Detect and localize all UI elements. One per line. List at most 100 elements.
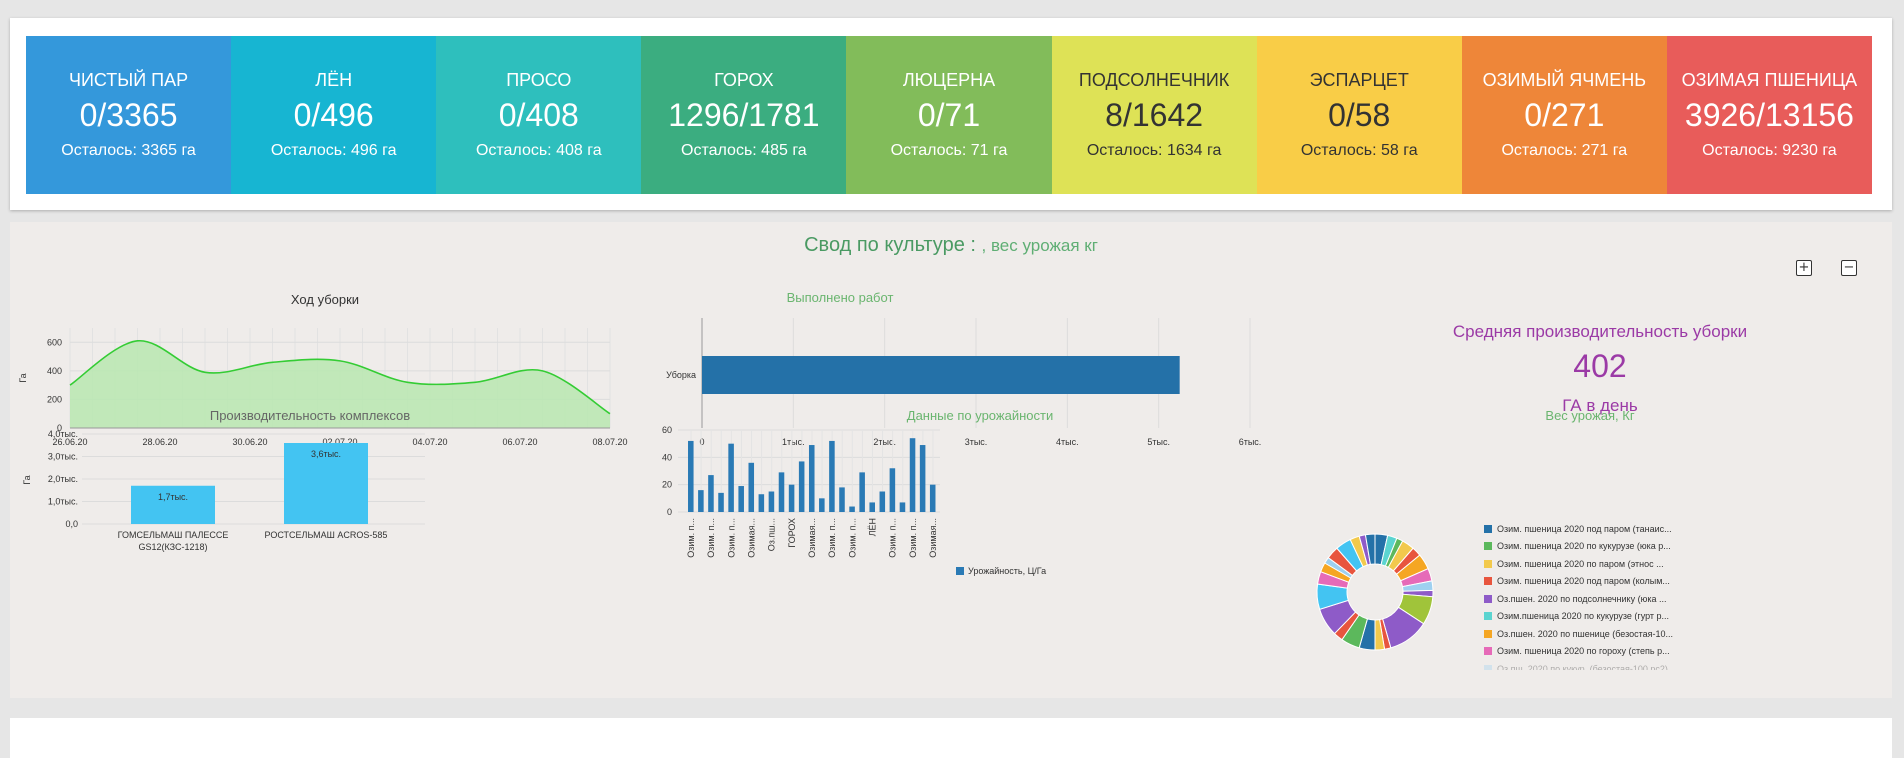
- crop-tile-count: 0/58: [1328, 97, 1391, 133]
- yield-bar: [718, 492, 724, 512]
- crop-tile-name: ЧИСТЫЙ ПАР: [68, 70, 189, 90]
- y-tick-label: 3,0тыс.: [48, 452, 78, 462]
- legend-item[interactable]: Озим. пшеница 2020 под паром (колым...: [1484, 573, 1704, 591]
- yield-bar: [929, 484, 936, 512]
- legend-swatch: [1484, 629, 1492, 638]
- crop-tile[interactable]: ЛЁН 0/496 Осталось: 496 га: [231, 36, 437, 194]
- x-tick-label: Озим. п...: [686, 518, 696, 558]
- x-tick-label: ГОРОХ: [787, 518, 797, 548]
- crop-tile[interactable]: ГОРОХ 1296/1781 Осталось: 485 га: [641, 36, 847, 194]
- legend-label: Озим. пшеница 2020 по гороху (степь р...: [1497, 646, 1670, 657]
- crop-tile-count: 1296/1781: [668, 97, 820, 133]
- crop-tile[interactable]: ОЗИМАЯ ПШЕНИЦА 3926/13156 Осталось: 9230 г…: [1666, 36, 1872, 194]
- y-axis-label: Га: [18, 373, 28, 382]
- yield-bar: [889, 468, 896, 512]
- yield-bar: [798, 461, 805, 512]
- crop-tile[interactable]: ПОДСОЛНЕЧНИК 8/1642 Осталось: 1634 га: [1051, 36, 1257, 194]
- legend-label: Озим. пшеница 2020 под паром (колым...: [1497, 576, 1670, 587]
- crop-tile-rest: Осталось: 496 га: [270, 142, 397, 159]
- y-tick-label: 1,0тыс.: [48, 497, 78, 507]
- summary-title: Свод по культуре : , вес урожая кг: [10, 234, 1892, 257]
- legend-item[interactable]: Озим. пшеница 2020 по гороху (степь р...: [1484, 643, 1704, 661]
- crop-tile[interactable]: ПРОСО 0/408 Осталось: 408 га: [436, 36, 642, 194]
- y-axis-label: Га: [22, 475, 32, 484]
- average-unit: ГА в день: [1562, 396, 1638, 415]
- collapse-button[interactable]: −: [1841, 260, 1857, 276]
- x-tick-label: 08.07.20: [592, 437, 627, 447]
- crop-tile-count: 0/496: [293, 97, 374, 133]
- x-tick-label: Озим. п...: [908, 518, 918, 558]
- work-chart-title: Выполнено работ: [786, 290, 894, 305]
- crop-tile-rest: Осталось: 9230 га: [1702, 142, 1837, 159]
- y-tick-label: 40: [662, 452, 672, 462]
- yield-bar: [879, 491, 886, 512]
- y-tick-label: 60: [662, 425, 672, 435]
- bar-data-label: 3,6тыс.: [311, 449, 341, 459]
- legend-item[interactable]: Озим. пшеница 2020 по паром (этнос ...: [1484, 555, 1704, 573]
- legend-label: Оз.пшен. 2020 по подсолнечнику (юка ...: [1497, 593, 1667, 604]
- y-tick-label: 0,0: [65, 519, 78, 529]
- x-tick-label: Оз.пш...: [767, 518, 777, 551]
- summary-panel: Свод по культуре : , вес урожая кг + − Х…: [10, 222, 1892, 698]
- legend-swatch: [1484, 612, 1492, 621]
- progress-chart-title: Ход уборки: [290, 292, 360, 307]
- yield-bar: [839, 487, 845, 512]
- crop-tile-rest: Осталось: 485 га: [681, 142, 807, 159]
- x-tick-label: Озимая...: [807, 518, 817, 558]
- bottom-panel: [10, 718, 1892, 758]
- crop-tile[interactable]: ЧИСТЫЙ ПАР 0/3365 Осталось: 3365 га: [26, 36, 232, 194]
- x-tick-label: 06.07.20: [502, 437, 537, 447]
- crop-tile-rest: Осталось: 271 га: [1501, 142, 1628, 159]
- legend-label: Оз.пшен. 2020 по пшенице (безостая-10...: [1497, 628, 1674, 639]
- crop-tile[interactable]: ЭСПАРЦЕТ 0/58 Осталось: 58 га: [1256, 36, 1462, 194]
- summary-title-text: Свод по культуре :: [804, 234, 976, 256]
- bar-uborka: [702, 356, 1180, 394]
- yield-bar: [909, 438, 916, 512]
- legend-item[interactable]: Озим. пшеница 2020 под паром (танаис...: [1484, 520, 1704, 538]
- crop-tile-name: ЛЮЦЕРНА: [902, 70, 996, 90]
- x-tick-label: Озим. п...: [827, 518, 837, 558]
- crop-tile-name: ОЗИМЫЙ ЯЧМЕНЬ: [1482, 70, 1647, 90]
- legend-label: Озим. пшеница 2020 по кукурузе (юка р...: [1497, 541, 1671, 552]
- crop-tile[interactable]: ОЗИМЫЙ ЯЧМЕНЬ 0/271 Осталось: 271 га: [1461, 36, 1667, 194]
- crop-summary-panel: ЧИСТЫЙ ПАР 0/3365 Осталось: 3365 га ЛЁН 0/49…: [10, 18, 1892, 210]
- legend-swatch: [1484, 664, 1492, 670]
- yield-bar: [738, 486, 744, 512]
- y-tick-label: 0: [667, 507, 672, 517]
- x-tick-label: 0: [699, 437, 704, 447]
- y-tick-label: 0: [57, 423, 62, 433]
- x-tick-label: 5тыс.: [1147, 437, 1170, 447]
- yield-bar: [748, 462, 755, 512]
- weight-chart-title: Вес урожая, Кг: [1545, 408, 1635, 423]
- progress-area: [70, 340, 610, 428]
- crop-tile-count: 3926/13156: [1684, 97, 1854, 133]
- crop-tile-name: ПРОСО: [506, 70, 572, 90]
- legend-label: Озим. пшеница 2020 под паром (танаис...: [1497, 523, 1672, 534]
- x-tick-label: РОСТСЕЛЬМАШ ACROS-585: [265, 530, 388, 540]
- legend-item[interactable]: Оз.пшен. 2020 по пшенице (безостая-10...: [1484, 625, 1704, 643]
- x-tick-label: Озим. п...: [706, 518, 716, 558]
- expand-button[interactable]: +: [1796, 260, 1812, 276]
- crop-tile[interactable]: ЛЮЦЕРНА 0/71 Осталось: 71 га: [846, 36, 1052, 194]
- legend-swatch: [1484, 577, 1492, 586]
- weight-pie-chart: [1316, 533, 1434, 651]
- yield-bar: [819, 498, 825, 512]
- complex-bar: [131, 485, 215, 524]
- x-tick-label: ГОМСЕЛЬМАШ ПАЛЕССЕ GS12(КЗС-1218): [118, 530, 229, 552]
- legend-item[interactable]: Озим.пшеница 2020 по кукурузе (гурт р...: [1484, 608, 1704, 626]
- x-tick-label: 02.07.20: [322, 437, 357, 447]
- x-tick-label: 30.06.20: [232, 437, 267, 447]
- weight-pie-legend: Озим. пшеница 2020 под паром (танаис... О…: [1484, 520, 1704, 670]
- x-tick-label: 6тыс.: [1239, 437, 1262, 447]
- yield-legend-swatch: [956, 567, 964, 575]
- yield-legend-label: Урожайность, Ц/Га: [968, 566, 1047, 576]
- legend-item[interactable]: Озим. пшеница 2020 по кукурузе (юка р...: [1484, 538, 1704, 556]
- legend-item[interactable]: Оз.пш. 2020 по кукур. (безостая-100 рс2): [1484, 660, 1704, 670]
- legend-item[interactable]: Оз.пшен. 2020 по подсолнечнику (юка ...: [1484, 590, 1704, 608]
- yield-bar: [778, 472, 785, 512]
- complex-chart-title: Производительность комплексов: [209, 408, 411, 423]
- crop-tile-count: 0/408: [498, 97, 579, 133]
- crop-tile-name: ЭСПАРЦЕТ: [1309, 70, 1409, 90]
- legend-label: Озим.пшеница 2020 по кукурузе (гурт р...: [1497, 611, 1670, 622]
